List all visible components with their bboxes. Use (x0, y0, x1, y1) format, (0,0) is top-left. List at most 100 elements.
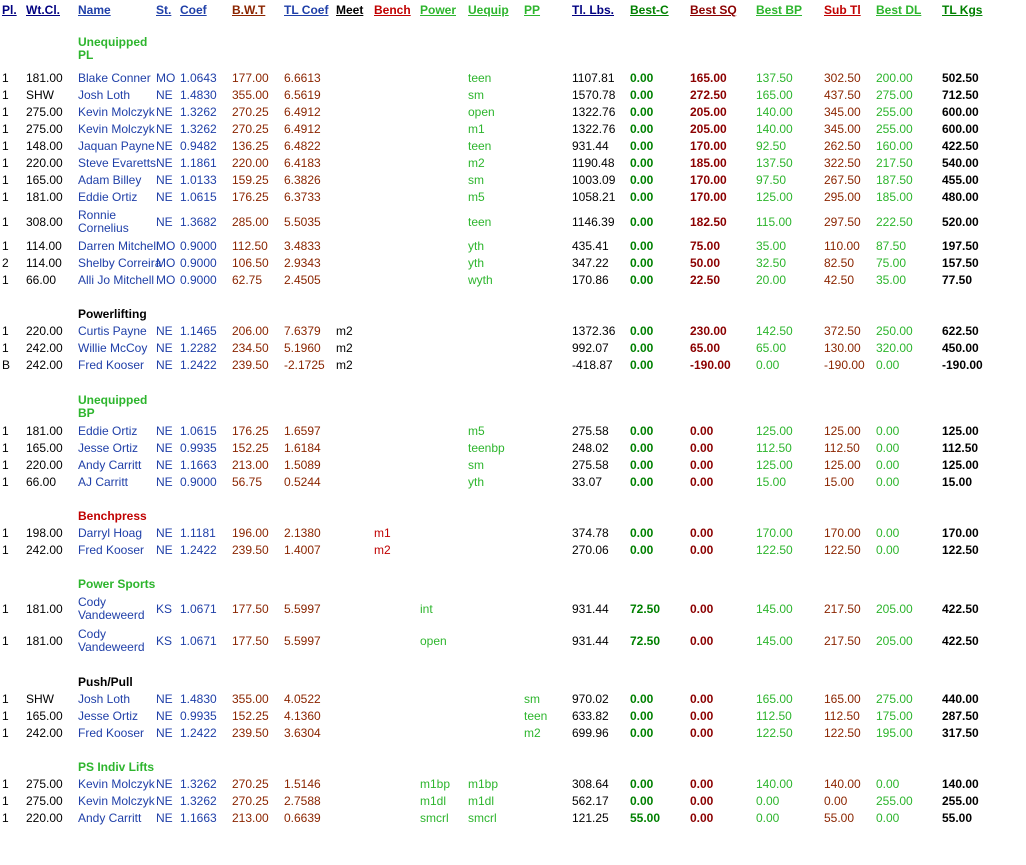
best-dl-cell: 217.50 (876, 156, 913, 170)
state-cell: KS (156, 633, 173, 648)
meet-cell: m2 (336, 358, 353, 372)
table-row[interactable]: 1 275.00 Kevin Molczyk NE 1.3262 270.25 6.4912… (0, 104, 1000, 121)
header-meet[interactable]: Meet (336, 3, 364, 17)
table-row[interactable]: 1 275.00 Kevin Molczyk NE 1.3262 270.25 1.5146… (0, 776, 1000, 793)
bodyweight-cell: 355.00 (232, 692, 269, 706)
name-cell: Adam Billey (78, 173, 142, 187)
best-sq-cell: 205.00 (690, 122, 727, 136)
header-best-bp[interactable]: Best BP (756, 3, 803, 17)
header-wt-cl[interactable]: Wt.Cl. (26, 3, 60, 17)
sub-tl-cell: 262.50 (824, 139, 861, 153)
best-bp-cell: 97.50 (756, 173, 787, 187)
header-best-dl[interactable]: Best DL (876, 3, 922, 17)
best-dl-cell: 0.00 (876, 475, 900, 489)
coef-cell: 1.0133 (180, 173, 217, 187)
table-row[interactable]: 1 181.00 Blake Conner MO 1.0643 177.00 6.6613 t… (0, 70, 1000, 87)
meet-cell (334, 172, 372, 189)
header-name[interactable]: Name (78, 3, 111, 17)
header-coef[interactable]: Coef (180, 3, 207, 17)
power-cell (418, 708, 466, 725)
header-tl-coef[interactable]: TL Coef (284, 3, 329, 17)
weight-class-cell: 220.00 (26, 811, 63, 825)
table-row[interactable]: 1 242.00 Willie McCoy NE 1.2282 234.50 5.1960 m… (0, 340, 1000, 357)
header-tl-kgs[interactable]: TL Kgs (942, 3, 983, 17)
table-row[interactable]: 1 220.00 Curtis Payne NE 1.1465 206.00 7.6379 m… (0, 323, 1000, 340)
state-cell: NE (156, 777, 173, 791)
table-row[interactable]: 1 181.00 Eddie Ortiz NE 1.0615 176.25 6.3733 m5… (0, 189, 1000, 206)
best-dl-cell: 255.00 (876, 122, 913, 136)
table-row[interactable]: 1 SHW Josh Loth NE 1.4830 355.00 4.0522 sm 970.0… (0, 691, 1000, 708)
header-bench[interactable]: Bench (374, 3, 411, 17)
bodyweight-cell: 270.25 (232, 777, 269, 791)
tl-lbs-cell: 33.07 (572, 475, 603, 489)
meet-cell (334, 810, 372, 827)
table-row[interactable]: 1 181.00 Cody Vandeweerd KS 1.0671 177.50 5.59… (0, 625, 1000, 657)
table-row[interactable]: 1 181.00 Cody Vandeweerd KS 1.0671 177.50 5.59… (0, 593, 1000, 625)
sub-tl-cell: 55.00 (824, 811, 855, 825)
table-row[interactable]: 1 165.00 Jesse Ortiz NE 0.9935 152.25 4.1360 te… (0, 708, 1000, 725)
tl-coef-cell: 2.9343 (284, 256, 321, 270)
weight-class-cell: SHW (26, 692, 54, 706)
best-c-cell: 0.00 (630, 190, 654, 204)
table-row[interactable]: 1 308.00 Ronnie Cornelius NE 1.3682 285.00 5.5… (0, 206, 1000, 238)
table-row[interactable]: 1 165.00 Adam Billey NE 1.0133 159.25 6.3826 sm… (0, 172, 1000, 189)
tl-kgs-cell: 422.50 (942, 139, 979, 153)
meet-cell (334, 255, 372, 272)
tl-kgs-cell: 540.00 (942, 156, 979, 170)
coef-cell: 1.0615 (180, 424, 217, 438)
tl-kgs-cell: 112.50 (942, 441, 979, 455)
table-row[interactable]: 1 114.00 Darren Mitchell MO 0.9000 112.50 3.48… (0, 238, 1000, 255)
best-c-cell: 0.00 (630, 424, 654, 438)
pl-cell: 1 (2, 173, 9, 187)
sub-tl-cell: 0.00 (824, 794, 848, 808)
meet-cell (334, 525, 372, 542)
header-best-c[interactable]: Best-C (630, 3, 669, 17)
meet-cell (334, 238, 372, 255)
header-bwt[interactable]: B.W.T (232, 3, 266, 17)
best-dl-cell: 0.00 (876, 777, 900, 791)
power-cell (418, 189, 466, 206)
state-cell: NE (156, 424, 173, 438)
table-row[interactable]: 1 181.00 Eddie Ortiz NE 1.0615 176.25 1.6597 m5… (0, 423, 1000, 440)
table-row[interactable]: 1 148.00 Jaquan Payne NE 0.9482 136.25 6.4822 t… (0, 138, 1000, 155)
table-row[interactable]: 1 66.00 Alli Jo Mitchell MO 0.9000 62.75 2.450… (0, 272, 1000, 289)
uequip-cell (466, 340, 522, 357)
uequip-cell: sm (468, 88, 484, 102)
table-row[interactable]: 1 242.00 Fred Kooser NE 1.2422 239.50 1.4007 m2… (0, 542, 1000, 559)
table-row[interactable]: 1 SHW Josh Loth NE 1.4830 355.00 6.5619 sm 1570.… (0, 87, 1000, 104)
header-pl[interactable]: Pl. (2, 3, 17, 17)
header-st[interactable]: St. (156, 3, 172, 17)
power-cell (418, 340, 466, 357)
header-power[interactable]: Power (420, 3, 457, 17)
table-row[interactable]: 1 220.00 Andy Carritt NE 1.1663 213.00 1.5089 s… (0, 457, 1000, 474)
table-row[interactable]: 2 114.00 Shelby Correira MO 0.9000 106.50 2.93… (0, 255, 1000, 272)
bench-cell (372, 104, 418, 121)
bodyweight-cell: 62.75 (232, 273, 263, 287)
table-row[interactable]: 1 198.00 Darryl Hoag NE 1.1181 196.00 2.1380 m1… (0, 525, 1000, 542)
best-sq-cell: 0.00 (690, 709, 714, 723)
table-row[interactable]: 1 220.00 Andy Carritt NE 1.1663 213.00 0.6639 s… (0, 810, 1000, 827)
header-pp[interactable]: PP (524, 3, 541, 17)
table-row[interactable]: 1 275.00 Kevin Molczyk NE 1.3262 270.25 6.4912… (0, 121, 1000, 138)
header-row: Pl. Wt.Cl. Name St. Coef B.W.T TL Coef M… (0, 0, 1000, 28)
bench-cell (372, 121, 418, 138)
table-row[interactable]: 1 165.00 Jesse Ortiz NE 0.9935 152.25 1.6184 te… (0, 440, 1000, 457)
tl-coef-cell: -2.1725 (284, 358, 325, 372)
table-row[interactable]: 1 275.00 Kevin Molczyk NE 1.3262 270.25 2.7588… (0, 793, 1000, 810)
header-tl-lbs[interactable]: Tl. Lbs. (572, 3, 614, 17)
coef-cell: 1.2422 (180, 358, 217, 372)
best-c-cell: 0.00 (630, 526, 654, 540)
table-row[interactable]: 1 66.00 AJ Carritt NE 0.9000 56.75 0.5244 yth 33… (0, 474, 1000, 491)
pp-cell (522, 155, 570, 172)
meet-cell: m2 (336, 324, 353, 338)
header-uequip[interactable]: Uequip (468, 3, 509, 17)
table-row[interactable]: B 242.00 Fred Kooser NE 1.2422 239.50 -2.1725 m… (0, 357, 1000, 374)
best-c-cell: 0.00 (630, 273, 654, 287)
best-dl-cell: 0.00 (876, 526, 900, 540)
state-cell: MO (156, 239, 176, 253)
header-sub-tl[interactable]: Sub Tl (824, 3, 861, 17)
table-row[interactable]: 1 242.00 Fred Kooser NE 1.2422 239.50 3.6304 m2… (0, 725, 1000, 742)
header-best-sq[interactable]: Best SQ (690, 3, 737, 17)
best-bp-cell: 137.50 (756, 156, 793, 170)
table-row[interactable]: 1 220.00 Steve Evaretts NE 1.1861 220.00 6.418… (0, 155, 1000, 172)
